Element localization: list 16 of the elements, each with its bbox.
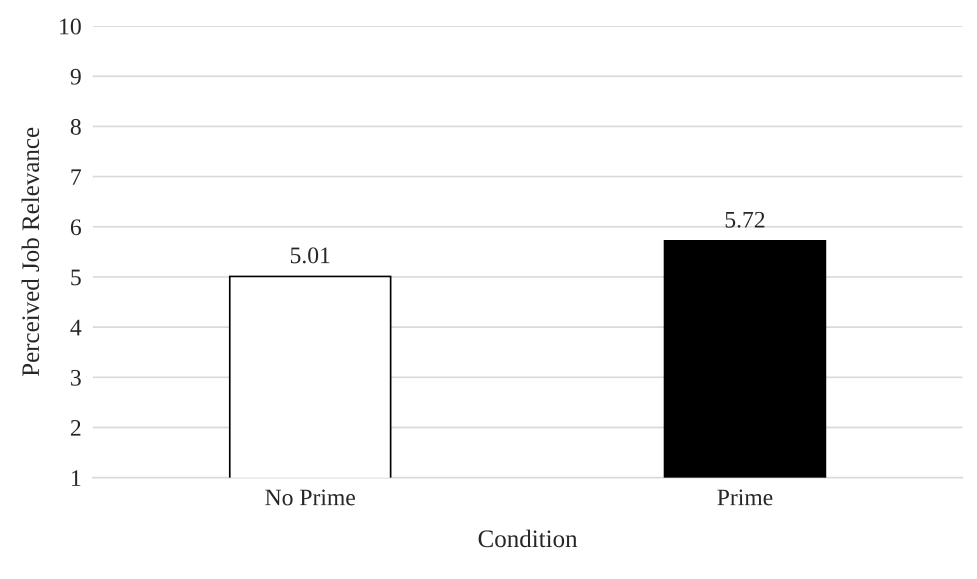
y-tick-label: 3 [71,370,81,386]
y-tick-label: 5 [71,270,81,286]
y-tick-label: 9 [70,68,81,85]
y-tick-label: 6 [70,219,81,236]
y-tick-label: 4 [70,320,82,336]
y-tick-label: 7 [71,169,82,185]
data-label: 5.01 [290,247,330,264]
data-label: 5.72 [726,212,764,228]
x-tick-label: No Prime [265,490,355,506]
x-axis-title: Condition [478,530,578,548]
y-tick-label: 2 [70,420,80,436]
y-tick-label: 1 [72,470,80,486]
y-tick-label: 8 [70,118,81,135]
y-axis-title: Perceived Job Relevance [22,128,40,376]
y-tick-label: 10 [60,18,81,34]
x-tick-label: Prime [717,490,772,506]
